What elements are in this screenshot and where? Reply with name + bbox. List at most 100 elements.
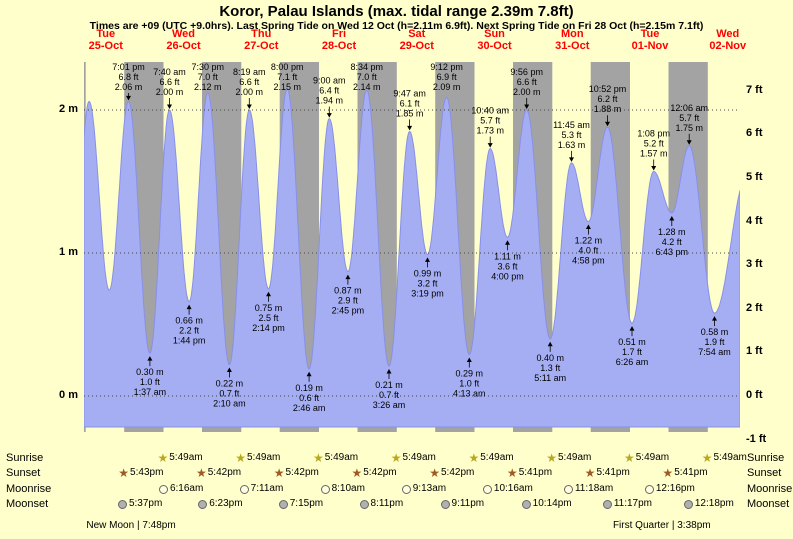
- y-axis-right-label: 4 ft: [746, 214, 763, 227]
- annotation-arrow: [629, 326, 635, 337]
- tide-extreme-annotation: 0.19 m: [295, 383, 323, 393]
- sunset-row-label-left: Sunset: [6, 467, 41, 479]
- tide-extreme-annotation: 7:54 am: [698, 347, 731, 357]
- moonrise-time: 10:16am: [493, 483, 533, 494]
- moonrise-entry: 10:16am: [482, 483, 533, 495]
- sunset-entry: ★ 5:42pm: [274, 467, 319, 479]
- day-label: Fri 28-Oct: [300, 28, 378, 52]
- annotation-arrow: [712, 316, 717, 327]
- day-date: 25-Oct: [88, 40, 123, 52]
- day-date: 31-Oct: [555, 40, 590, 52]
- tide-extreme-annotation: 5:11 am: [534, 373, 566, 383]
- moonset-entry: 8:11pm: [359, 498, 403, 510]
- moonrise-moon-icon: [158, 484, 168, 494]
- moonset-entry: 7:15pm: [278, 498, 323, 510]
- day-name: Wed: [716, 28, 740, 40]
- tide-extreme-annotation: 7:01 pm: [112, 62, 145, 72]
- day-label: Thu 27-Oct: [222, 28, 300, 52]
- sunset-time: 5:42pm: [285, 467, 319, 478]
- tide-extreme-annotation: 6.2 ft: [597, 94, 618, 104]
- sunrise-entry: ★ 5:49am: [391, 452, 436, 464]
- sunrise-star-icon: ★: [701, 450, 713, 465]
- annotation-arrow: [407, 119, 413, 131]
- sunset-time: 5:42pm: [441, 467, 475, 478]
- sunset-entry: ★ 5:42pm: [351, 467, 396, 479]
- tide-extreme-annotation: 2.5 ft: [258, 313, 279, 323]
- tide-extreme-annotation: 5.2 ft: [644, 139, 665, 149]
- sunrise-entry: ★ 5:49am: [702, 452, 747, 464]
- moonrise-time: 7:11am: [250, 483, 284, 494]
- moonrise-moon-icon: [320, 484, 330, 494]
- annotation-arrow: [147, 356, 153, 367]
- sunset-entry: ★ 5:41pm: [585, 467, 630, 479]
- tide-extreme-annotation: 2.9 ft: [338, 296, 359, 306]
- tide-extreme-annotation: 0.66 m: [175, 316, 203, 326]
- annotation-arrow: [126, 93, 131, 101]
- day-name: Wed: [172, 28, 196, 40]
- y-axis-left-label: 2 m: [59, 103, 78, 115]
- moonset-time: 12:18pm: [694, 498, 734, 509]
- moonrise-time: 11:18am: [574, 483, 614, 494]
- sunset-entry: ★ 5:43pm: [118, 467, 163, 479]
- moonrise-entry: 8:10am: [320, 483, 365, 495]
- moonrise-entry: 7:11am: [239, 483, 284, 495]
- sunset-star-icon: ★: [506, 465, 518, 480]
- tide-extreme-annotation: 3.2 ft: [417, 278, 438, 288]
- sunrise-time: 5:49am: [324, 452, 359, 463]
- tide-extreme-annotation: 6.6 ft: [517, 77, 538, 87]
- tide-extreme-annotation: 0.40 m: [536, 353, 564, 363]
- annotation-arrow: [605, 115, 610, 127]
- moonset-entry: 9:11pm: [440, 498, 484, 510]
- sunset-time: 5:42pm: [363, 467, 397, 478]
- moonset-entry: 6:23pm: [198, 498, 243, 510]
- day-label: Wed 02-Nov: [689, 28, 767, 52]
- tide-extreme-annotation: 0.21 m: [375, 380, 403, 390]
- moonset-moon-icon: [198, 499, 208, 509]
- annotation-arrow: [167, 98, 172, 109]
- sunset-star-icon: ★: [118, 465, 130, 480]
- annotation-arrow: [487, 136, 493, 148]
- moonrise-moon-icon: [401, 484, 411, 494]
- tide-extreme-annotation: 8:34 pm: [351, 62, 384, 72]
- tide-extreme-annotation: 2:45 pm: [332, 306, 365, 316]
- annotation-arrow: [226, 367, 232, 378]
- sunrise-time: 5:49am: [480, 452, 514, 463]
- tide-extreme-annotation: 1.88 m: [594, 104, 622, 114]
- tide-extreme-annotation: 1.0 ft: [140, 377, 161, 387]
- moonset-row-label-left: Moonset: [6, 498, 49, 510]
- sunset-star-icon: ★: [273, 465, 285, 480]
- tide-extreme-annotation: 2.06 m: [115, 82, 143, 92]
- sunset-star-icon: ★: [195, 465, 207, 480]
- moonset-moon-icon: [117, 499, 127, 509]
- sunrise-row-label-right: Sunrise: [747, 452, 785, 464]
- sunset-star-icon: ★: [584, 465, 596, 480]
- sunrise-entry: ★ 5:49am: [157, 452, 202, 464]
- tide-extreme-annotation: 0.22 m: [216, 379, 244, 389]
- tide-extreme-annotation: 2.09 m: [433, 82, 461, 92]
- tide-extreme-annotation: 9:12 pm: [430, 62, 463, 72]
- annotation-arrow: [524, 98, 530, 109]
- annotation-arrow: [386, 369, 392, 379]
- y-axis-right-label: 1 ft: [746, 345, 763, 358]
- tide-extreme-annotation: 0.51 m: [618, 337, 646, 347]
- tide-extreme-annotation: 2.00 m: [156, 87, 184, 97]
- page-subtitle: Times are +09 (UTC +9.0hrs). Last Spring…: [89, 20, 704, 32]
- tide-extreme-annotation: 1.57 m: [640, 149, 668, 159]
- day-name: Tue: [640, 28, 660, 40]
- tide-extreme-annotation: 6.8 ft: [118, 72, 139, 82]
- tide-extreme-annotation: 2.00 m: [236, 87, 264, 97]
- sunset-star-icon: ★: [429, 465, 440, 480]
- tide-extreme-annotation: 1.9 ft: [704, 337, 725, 347]
- tide-extreme-annotation: 6.4 ft: [319, 86, 340, 96]
- tide-extreme-annotation: 1:08 pm: [637, 129, 670, 139]
- tide-extreme-annotation: 9:47 am: [393, 88, 426, 98]
- annotation-arrow: [651, 159, 657, 171]
- sunset-entry: ★ 5:42pm: [429, 467, 474, 479]
- moon-phase-note: New Moon | 7:48pm: [86, 520, 176, 531]
- tide-extreme-annotation: 2:46 am: [293, 403, 326, 413]
- tide-extreme-annotation: 1.0 ft: [459, 379, 480, 389]
- tide-extreme-annotation: 2.00 m: [513, 87, 541, 97]
- day-label: Tue 25-Oct: [67, 28, 145, 52]
- tide-extreme-annotation: 5.3 ft: [561, 130, 582, 140]
